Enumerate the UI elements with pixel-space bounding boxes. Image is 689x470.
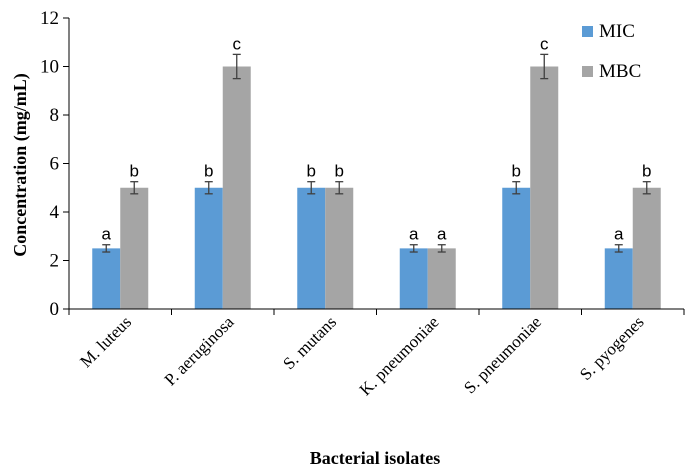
x-tick-label-3: S. mutans <box>279 312 340 373</box>
significance-label-mbc-3: b <box>335 162 344 181</box>
legend-swatch-mbc <box>582 66 593 77</box>
significance-label-mbc-6: b <box>642 162 651 181</box>
legend-swatch-mic <box>582 26 593 37</box>
y-tick-label-4: 4 <box>50 202 60 223</box>
significance-label-mic-3: b <box>307 162 316 181</box>
bar-mbc-3 <box>325 187 354 309</box>
bar-mic-4 <box>399 248 428 309</box>
x-tick-label-6: S. pyogenes <box>576 312 648 384</box>
significance-label-mic-5: b <box>512 162 521 181</box>
x-axis-title: Bacterial isolates <box>310 448 440 468</box>
bar-mbc-6 <box>632 187 661 309</box>
significance-label-mic-2: b <box>204 162 213 181</box>
y-tick-label-6: 6 <box>50 154 60 175</box>
bar-mic-5 <box>502 187 531 309</box>
bar-mbc-2 <box>222 66 251 309</box>
y-axis-title: Concentration (mg/mL) <box>10 73 31 256</box>
x-tick-label-1: M. luteus <box>76 312 135 371</box>
x-tick-label-2: P. aeruginosa <box>161 312 238 389</box>
legend: MIC MBC <box>582 21 641 82</box>
legend-label-mic: MIC <box>599 21 635 42</box>
significance-label-mbc-2: c <box>233 34 242 53</box>
significance-label-mbc-5: c <box>540 34 549 53</box>
significance-label-mbc-4: a <box>437 225 447 244</box>
y-tick-label-12: 12 <box>40 8 59 29</box>
bar-mbc-1 <box>120 187 149 309</box>
bar-mic-3 <box>297 187 326 309</box>
y-tick-label-2: 2 <box>50 251 60 272</box>
bar-mbc-4 <box>427 248 456 309</box>
x-tick-label-4: K. pneumoniae <box>356 312 443 399</box>
y-tick-label-10: 10 <box>40 57 59 78</box>
significance-label-mic-1: a <box>102 225 112 244</box>
bar-mic-1 <box>92 248 121 309</box>
significance-label-mic-6: a <box>614 225 624 244</box>
axes <box>63 17 685 315</box>
significance-label-mbc-1: b <box>130 162 139 181</box>
bar-mbc-5 <box>530 66 559 309</box>
significance-label-mic-4: a <box>409 225 419 244</box>
y-tick-label-8: 8 <box>50 105 60 126</box>
bar-mic-2 <box>194 187 223 309</box>
bar-mic-6 <box>604 248 633 309</box>
x-tick-label-5: S. pneumoniae <box>460 312 545 397</box>
legend-label-mbc: MBC <box>599 61 641 82</box>
y-tick-label-0: 0 <box>50 299 60 320</box>
